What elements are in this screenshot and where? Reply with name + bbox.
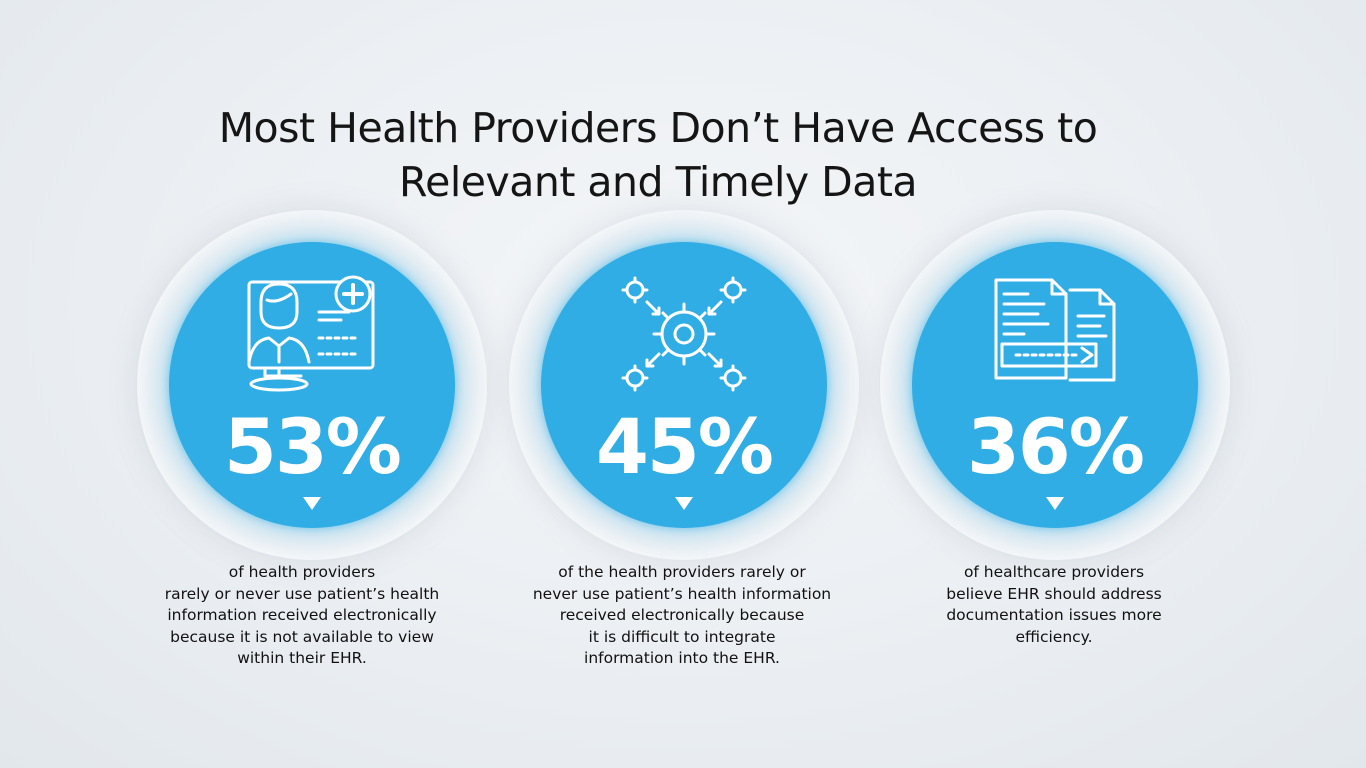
description-line: documentation issues more <box>946 606 1162 624</box>
down-arrow-icon <box>303 497 321 510</box>
description-line: received electronically because <box>559 606 805 624</box>
page-title: Most Health Providers Don’t Have Access … <box>0 101 1316 209</box>
description-line: it is difficult to integrate <box>588 627 776 646</box>
description-line: never use patient’s health information <box>532 584 832 603</box>
stat-circle: 36% <box>912 242 1198 528</box>
stat-percentage: 53% <box>224 402 402 491</box>
title-line-2: Relevant and Timely Data <box>398 158 918 207</box>
description-line: of the health providers rarely or <box>558 563 806 581</box>
gear-integration-icon <box>611 272 757 392</box>
document-transfer-icon <box>982 272 1128 392</box>
description-line: believe EHR should address <box>946 584 1162 603</box>
stat-description-2: of the health providers rarely or never … <box>502 562 862 670</box>
stat-percentage: 45% <box>596 402 774 491</box>
description-line: because it is not available to view <box>170 627 434 646</box>
title-line-1: Most Health Providers Don’t Have Access … <box>218 104 1098 153</box>
description-line: rarely or never use patient’s health <box>164 584 440 603</box>
stat-description-1: of health providers rarely or never use … <box>122 562 482 670</box>
description-line: efficiency. <box>1015 627 1093 646</box>
stat-description-3: of healthcare providers believe EHR shou… <box>874 562 1234 648</box>
description-line: within their EHR. <box>237 649 367 667</box>
description-line: information received electronically <box>167 606 437 624</box>
description-line: of healthcare providers <box>963 563 1145 581</box>
stat-card-1: 53% <box>137 210 487 560</box>
down-arrow-icon <box>1046 497 1064 510</box>
stat-percentage: 36% <box>967 402 1145 491</box>
stat-circle: 45% <box>541 242 827 528</box>
stat-card-2: 45% <box>509 210 859 560</box>
stat-card-3: 36% <box>880 210 1230 560</box>
stat-circle: 53% <box>169 242 455 528</box>
doctor-monitor-icon <box>239 272 385 392</box>
down-arrow-icon <box>675 497 693 510</box>
description-line: information into the EHR. <box>584 649 780 667</box>
description-line: of health providers <box>228 563 376 581</box>
